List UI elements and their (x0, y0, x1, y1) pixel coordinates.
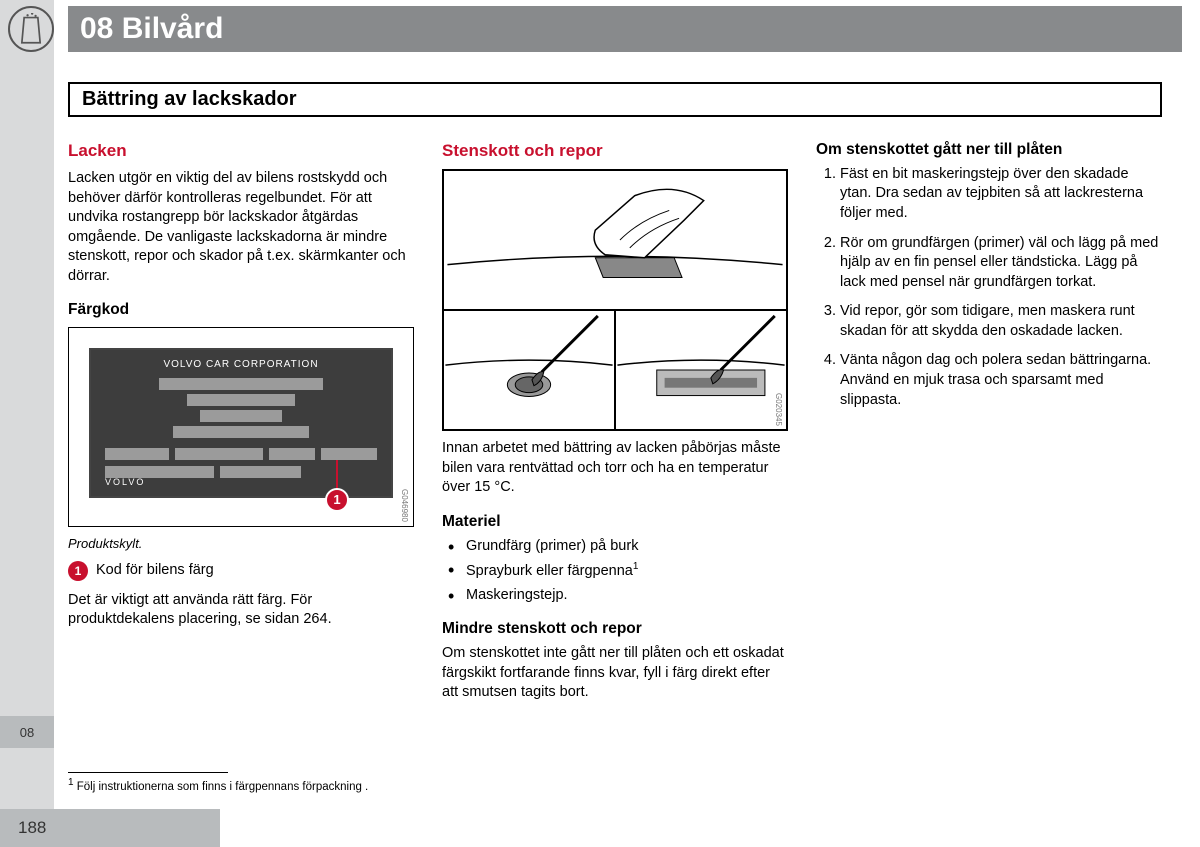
list-item: Sprayburk eller färgpenna1 (466, 560, 788, 581)
paragraph: Innan arbetet med bättring av lacken påb… (442, 439, 788, 498)
steps-list: Fäst en bit maskeringstejp över den skad… (816, 165, 1162, 410)
chapter-header: 08 Bilvård (68, 6, 1182, 52)
repair-step-scratch (615, 310, 787, 430)
figure-caption: Produktskylt. (68, 535, 414, 553)
heading-lacken: Lacken (68, 140, 414, 163)
figure-code: G020345 (772, 393, 783, 426)
heading-fargkod: Färgkod (68, 300, 414, 321)
material-list: Grundfärg (primer) på burk Sprayburk ell… (442, 537, 788, 606)
content-columns: Lacken Lacken utgör en viktig del av bil… (68, 140, 1162, 709)
callout-badge: 1 (68, 561, 88, 581)
volvo-logo: VOLVO (105, 476, 145, 488)
heading-stenskott: Stenskott och repor (442, 140, 788, 163)
section-title: Bättring av lackskador (82, 88, 1148, 111)
chapter-tab: 08 (0, 716, 54, 748)
list-item: Grundfärg (primer) på burk (466, 537, 788, 557)
section-title-box: Bättring av lackskador (68, 82, 1162, 117)
label-plate: VOLVO CAR CORPORATION VOLVO (89, 348, 393, 498)
figure-product-label: VOLVO CAR CORPORATION VOLVO 1 (68, 327, 414, 527)
footnote-rule (68, 772, 228, 773)
list-item: Maskeringstejp. (466, 586, 788, 606)
column-3: Om stenskottet gått ner till plåten Fäst… (816, 140, 1162, 709)
car-care-icon (8, 6, 54, 52)
heading-mindre: Mindre stenskott och repor (442, 619, 788, 640)
figure-code: G046980 (398, 489, 409, 522)
paragraph: Det är viktigt att använda rätt färg. Fö… (68, 591, 414, 630)
callout-text: Kod för bilens färg (96, 561, 214, 581)
callout-badge-1: 1 (325, 488, 349, 512)
heading-materiel: Materiel (442, 512, 788, 533)
column-2: Stenskott och repor (442, 140, 788, 709)
paragraph: Lacken utgör en viktig del av bilens ros… (68, 169, 414, 286)
column-1: Lacken Lacken utgör en viktig del av bil… (68, 140, 414, 709)
list-item: Vid repor, gör som tidigare, men maskera… (840, 302, 1162, 341)
repair-step-primer (443, 310, 615, 430)
page-number: 188 (0, 809, 220, 847)
label-plate-title: VOLVO CAR CORPORATION (105, 358, 377, 372)
chapter-title: 08 Bilvård (80, 12, 223, 46)
repair-step-tape (443, 170, 787, 310)
list-item: Rör om grundfärgen (primer) väl och lägg… (840, 234, 1162, 293)
callout-line (336, 460, 338, 490)
paragraph: Om stenskottet inte gått ner till plåten… (442, 644, 788, 703)
footnote: 1 Följ instruktionerna som finns i färgp… (68, 777, 368, 793)
figure-repair-steps: G020345 (442, 169, 788, 431)
callout-legend: 1 Kod för bilens färg (68, 561, 414, 581)
list-item: Vänta någon dag och polera sedan bättrin… (840, 351, 1162, 410)
heading-platen: Om stenskottet gått ner till plåten (816, 140, 1162, 161)
list-item: Fäst en bit maskeringstejp över den skad… (840, 165, 1162, 224)
